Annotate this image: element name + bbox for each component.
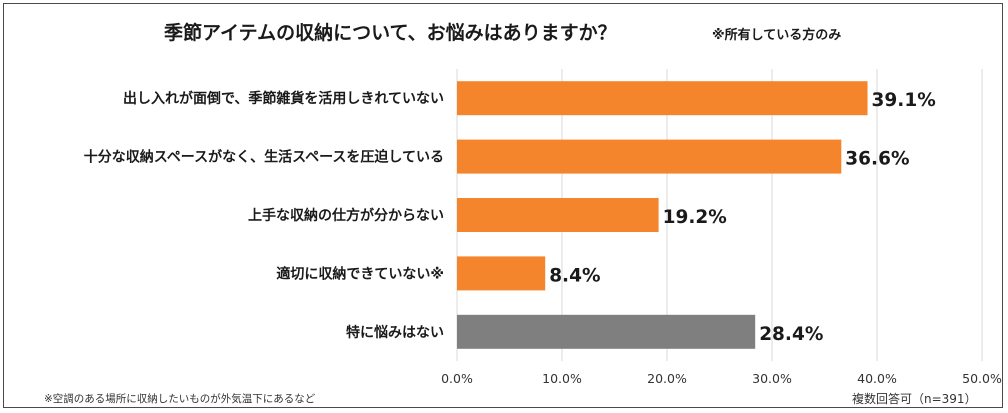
bar: [457, 314, 756, 349]
data-label: 8.4%: [549, 265, 600, 286]
category-label: 特に悩みはない: [346, 324, 444, 341]
category-label: 十分な収納スペースがなく、生活スペースを圧迫している: [84, 149, 444, 166]
data-label: 39.1%: [872, 90, 936, 111]
bar-chart: 0.0% 10.0% 20.0% 30.0% 40.0% 50.0% 出し入れが面倒で、季節…: [84, 69, 1002, 386]
x-tick-label: 0.0%: [441, 371, 473, 386]
x-tick-label: 30.0%: [752, 371, 792, 386]
bar: [457, 139, 842, 174]
data-label: 36.6%: [845, 149, 909, 170]
x-tick-label: 40.0%: [857, 371, 897, 386]
category-label: 適切に収納できていない※: [276, 265, 444, 282]
title-row: 季節アイテムの収納について、お悩みはありますか？ ※所有している方のみ: [4, 18, 1004, 48]
footnote: ※空調のある場所に収納したいものが外気温下にあるなど: [44, 393, 316, 405]
chart-frame: 季節アイテムの収納について、お悩みはありますか？ ※所有している方のみ 0.0%…: [3, 3, 1003, 408]
chart-title: 季節アイテムの収納について、お悩みはありますか？: [164, 22, 617, 44]
x-tick-label: 50.0%: [962, 371, 1002, 386]
bar: [457, 81, 868, 116]
bar: [457, 256, 546, 291]
x-tick-label: 20.0%: [647, 371, 687, 386]
category-label: 上手な収納の仕方が分からない: [248, 207, 444, 224]
sample-size-note: 複数回答可（n=391）: [852, 392, 977, 406]
bar: [457, 198, 659, 232]
data-label: 19.2%: [663, 207, 727, 228]
category-label: 出し入れが面倒で、季節雑貨を活用しきれていない: [123, 90, 444, 107]
data-label: 28.4%: [759, 324, 823, 345]
chart-title-note: ※所有している方のみ: [712, 28, 842, 43]
x-tick-label: 10.0%: [542, 371, 582, 386]
